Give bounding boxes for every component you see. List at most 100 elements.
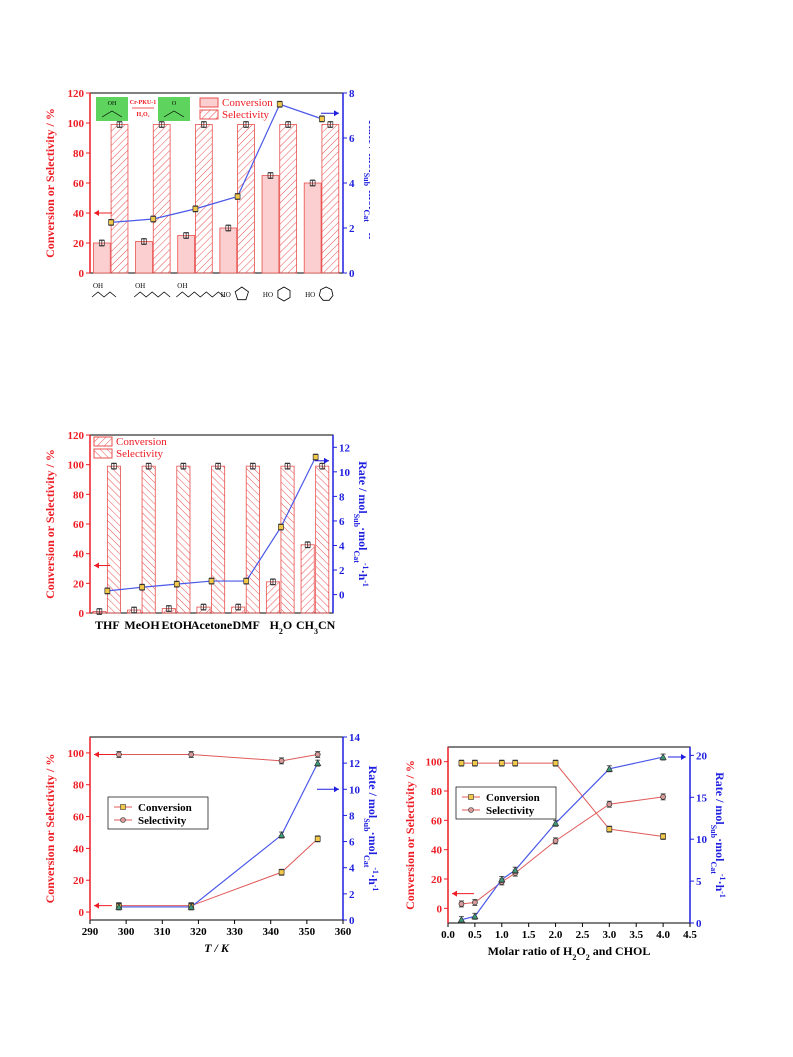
c0-selectivity-error (116, 121, 123, 128)
c1-conversion-bar (265, 581, 280, 614)
c0-substrate-label: OH (93, 282, 103, 290)
c2-right-tick-label: 10 (349, 784, 361, 796)
c3-selectivity-point (606, 801, 613, 808)
c2-right-axis-label: Rate / molSub·molCat-1·h-1 (363, 766, 381, 892)
c3-left-tick-label: 0 (437, 903, 443, 915)
c2-legend-selectivity-marker (120, 817, 126, 823)
c3-left-tick-label: 40 (431, 845, 443, 857)
c2-left-axis-label: Conversion or Selectivity / % (43, 754, 57, 904)
c0-substrate-structure (91, 291, 117, 298)
c0-substrate-structure (133, 291, 171, 298)
c3-x-tick-label: 0.5 (468, 929, 482, 941)
c2-left-tick-label: 60 (73, 812, 85, 824)
c1-left-tick-label: 80 (73, 489, 85, 501)
c3-x-tick-label: 1.5 (522, 929, 536, 941)
c3-rate-point (471, 912, 479, 920)
c0-substrate-label: OH (177, 282, 187, 290)
c2-x-tick-label: 360 (335, 926, 352, 938)
c1-rate-point (278, 524, 284, 530)
c3-legend-conversion-marker (468, 794, 474, 800)
c0-selectivity-bar (110, 124, 129, 274)
c0-scheme-reactant-box (96, 97, 128, 121)
c1-conversion-error (200, 604, 207, 610)
c1-x-tick-label: THF (95, 618, 120, 632)
c1-rate-point (139, 584, 145, 591)
c1-left-tick-label: 100 (68, 460, 85, 472)
c3-conversion-point (472, 760, 478, 766)
c0-rate-point (192, 206, 199, 212)
c0-left-tick-label: 40 (73, 208, 85, 220)
c1-rate-point (243, 578, 250, 584)
chart-substrates: 0 20 40 60 80 100 120 0 2 4 6 8 Conversion or Select… (40, 75, 381, 325)
c0-left-tick-label: 0 (79, 268, 85, 280)
c0-scheme-product-box (158, 97, 190, 121)
c0-selectivity-bar (279, 124, 298, 274)
c3-x-tick-label: 3.5 (629, 929, 643, 941)
c1-selectivity-error (111, 463, 117, 470)
c3-selectivity-point (458, 901, 465, 907)
c0-rate-point (319, 116, 325, 122)
c3-x-tick-label: 2.0 (549, 929, 563, 941)
c1-conversion-error (270, 579, 276, 585)
c0-selectivity-bar (195, 124, 213, 274)
c2-left-arrow-top-head (94, 751, 99, 758)
c1-left-tick-label: 60 (73, 519, 85, 531)
c0-left-tick-label: 80 (73, 148, 85, 160)
c3-right-arrow-head (681, 754, 686, 761)
c1-x-tick-label: Acetone (191, 618, 233, 632)
c0-rate-point (234, 193, 241, 200)
c3-legend-conversion-label: Conversion (486, 792, 540, 804)
c1-right-tick-label: 2 (339, 565, 345, 577)
c3-selectivity-point (660, 794, 666, 800)
c3-rate-point (605, 765, 613, 772)
c0-scheme-product-bonds (163, 110, 185, 118)
c2-rate-point (314, 759, 322, 766)
c1-legend-selectivity-label: Selectivity (116, 448, 164, 460)
c1-selectivity-bar (315, 465, 330, 614)
c3-legend-box (455, 786, 557, 820)
c3-right-axis-label: Rate / molSub·molCat-1·h-1 (710, 772, 728, 898)
c1-selectivity-bar (176, 465, 191, 614)
c3-conversion-point (458, 760, 465, 766)
c2-x-tick-label: 340 (262, 926, 279, 938)
c0-conversion-bar (92, 242, 111, 274)
c2-selectivity-point (314, 751, 321, 758)
c3-right-tick-label: 5 (696, 876, 702, 888)
c3-x-axis-label: Molar ratio of H2O2 and CHOL (488, 944, 651, 962)
chart-temperature: 0 20 40 60 80 100 0 2 4 6 8 10 12 14 Conversion or Sel… (40, 725, 381, 965)
c2-right-arrow-head (334, 786, 339, 793)
c3-conversion-point (512, 760, 519, 766)
c0-legend-selectivity-label: Selectivity (222, 109, 270, 121)
c2-right-tick-label: 2 (349, 889, 355, 901)
c0-legend-selectivity-swatch (199, 109, 219, 120)
c0-substrate-ring (234, 286, 249, 301)
c0-right-tick-label: 2 (349, 223, 355, 235)
c2-left-tick-label: 0 (79, 907, 85, 919)
c0-selectivity-bar (321, 124, 340, 274)
c3-conversion-point (606, 826, 613, 832)
c1-rate-point (173, 581, 180, 588)
chart-substrates-svg: 0 20 40 60 80 100 120 0 2 4 6 8 Conversion or Select… (43, 88, 381, 302)
c1-x-tick-label: CH3CN (296, 618, 336, 636)
c0-scheme-reactant-bonds (101, 110, 123, 118)
c1-selectivity-bar (141, 465, 156, 614)
c2-legend-conversion-label: Conversion (138, 802, 192, 814)
c0-conversion-error (225, 225, 232, 231)
c2-right-tick-label: 12 (349, 758, 361, 770)
c3-x-tick-label: 2.5 (576, 929, 590, 941)
c1-selectivity-error (319, 463, 326, 470)
c1-right-tick-label: 8 (339, 491, 345, 503)
c0-left-tick-label: 20 (73, 238, 85, 250)
c0-scheme-product-o: O (172, 101, 177, 107)
c0-selectivity-error (201, 121, 207, 128)
c3-right-tick-label: 15 (696, 792, 708, 804)
c0-rate-point (150, 216, 157, 222)
c1-conversion-error (165, 605, 172, 612)
c1-legend-conversion-swatch (93, 436, 113, 447)
c0-substrate-label: HO (305, 291, 315, 299)
c3-legend-selectivity-marker (468, 807, 474, 813)
c0-rate-point (108, 219, 114, 226)
c2-left-tick-label: 100 (68, 748, 85, 760)
c2-conversion-point (314, 835, 321, 842)
c2-x-tick-label: 320 (190, 926, 207, 938)
